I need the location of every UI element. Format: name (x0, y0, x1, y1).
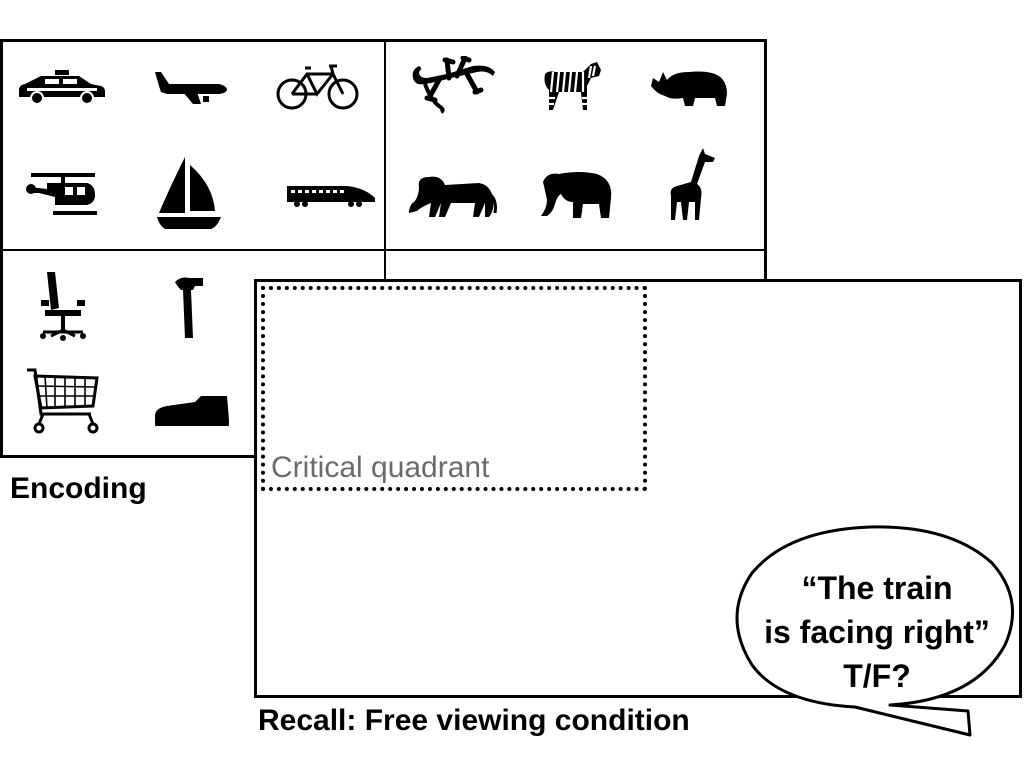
recall-label: Recall: Free viewing condition (258, 704, 690, 737)
bicycle-icon (276, 64, 359, 110)
sailboat-icon (157, 157, 221, 229)
speech-bubble (735, 525, 1015, 737)
rhino-icon (651, 71, 727, 106)
shoe-icon (155, 396, 229, 426)
office-chair-icon (40, 272, 86, 341)
giraffe-icon (670, 148, 715, 220)
helicopter-icon (26, 173, 97, 215)
lion-icon (409, 176, 497, 217)
quadrant-divider-horizontal (3, 249, 764, 251)
encoding-label: Encoding (10, 472, 147, 505)
elephant-icon (541, 172, 612, 218)
taxi-icon (19, 70, 105, 104)
hammer-icon (175, 277, 203, 338)
question-line-3: T/F? (843, 658, 911, 694)
critical-quadrant-box: Critical quadrant (261, 286, 647, 491)
question-line-2: is facing right” (764, 614, 990, 650)
quadrant-divider-vertical (384, 42, 386, 455)
zebra-icon (544, 62, 601, 110)
question-line-1: “The train (801, 570, 953, 606)
train-icon (287, 186, 375, 207)
shopping-cart-icon (27, 368, 99, 434)
airplane-icon (155, 72, 227, 104)
critical-quadrant-label: Critical quadrant (271, 451, 490, 484)
gecko-icon (412, 56, 495, 114)
